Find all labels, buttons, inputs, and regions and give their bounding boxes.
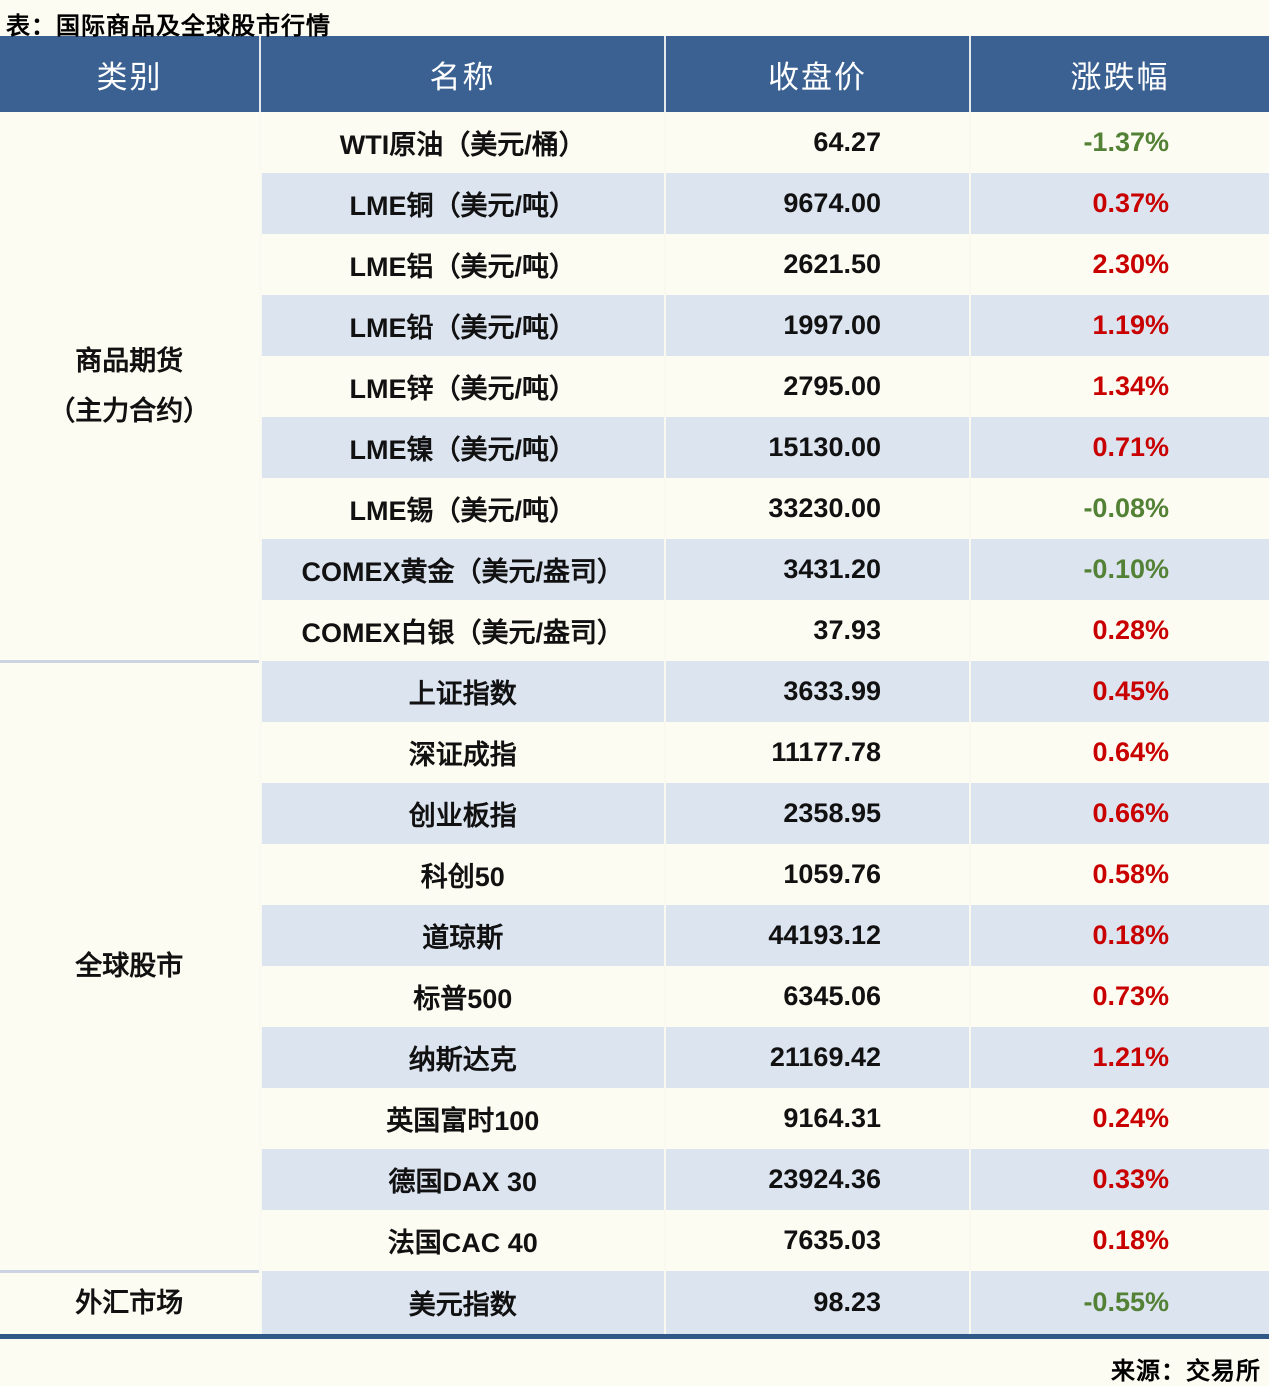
instrument-name-cell: 道琼斯: [259, 905, 665, 966]
close-price-cell: 44193.12: [664, 905, 970, 966]
change-pct-cell: -1.37%: [969, 112, 1269, 173]
close-price-cell: 9674.00: [664, 173, 970, 234]
close-price-cell: 11177.78: [664, 722, 970, 783]
market-table: 类别 名称 收盘价 涨跌幅 商品期货 （主力合约） WTI原油（美元/桶） 64.27…: [0, 36, 1269, 1339]
header-category: 类别: [0, 36, 260, 112]
close-price-cell: 23924.36: [664, 1149, 970, 1210]
change-pct-cell: 0.66%: [969, 783, 1269, 844]
instrument-name-cell: WTI原油（美元/桶）: [259, 112, 665, 173]
change-pct-cell: -0.10%: [969, 539, 1269, 600]
table-row: 全球股市 上证指数 3633.99 0.45%: [0, 659, 1269, 1271]
change-pct-cell: 1.34%: [969, 356, 1269, 417]
close-price-cell: 3431.20: [664, 539, 970, 600]
instrument-name-cell: LME铝（美元/吨）: [259, 234, 665, 295]
close-price-cell: 33230.00: [664, 478, 970, 539]
header-close-price: 收盘价: [664, 36, 970, 112]
close-price-cell: 2358.95: [664, 783, 970, 844]
instrument-name-cell: 德国DAX 30: [259, 1149, 665, 1210]
change-pct-cell: 0.28%: [969, 600, 1269, 661]
category-label-line: 商品期货: [75, 345, 184, 376]
instrument-name-cell: LME锌（美元/吨）: [259, 356, 665, 417]
table-row: 科创50 1059.76 0.58%: [0, 844, 1269, 905]
table-row: LME铝（美元/吨） 2621.50 2.30%: [0, 234, 1269, 295]
category-cell: 全球股市: [0, 659, 262, 1271]
table-row: COMEX黄金（美元/盎司） 3431.20 -0.10%: [0, 539, 1269, 600]
instrument-name-cell: 创业板指: [259, 783, 665, 844]
change-pct-cell: 1.19%: [969, 295, 1269, 356]
change-pct-cell: 1.21%: [969, 1027, 1269, 1088]
header-change-pct: 涨跌幅: [969, 36, 1269, 112]
page-title: 表：国际商品及全球股市行情: [6, 13, 331, 40]
change-pct-cell: 0.24%: [969, 1088, 1269, 1149]
change-pct-cell: 0.33%: [969, 1149, 1269, 1210]
close-price-cell: 2795.00: [664, 356, 970, 417]
instrument-name-cell: 纳斯达克: [259, 1027, 665, 1088]
category-label-line: （主力合约）: [48, 395, 211, 426]
table-row: 道琼斯 44193.12 0.18%: [0, 905, 1269, 966]
close-price-cell: 7635.03: [664, 1210, 970, 1271]
table-row: LME锌（美元/吨） 2795.00 1.34%: [0, 356, 1269, 417]
instrument-name-cell: 法国CAC 40: [259, 1210, 665, 1271]
close-price-cell: 37.93: [664, 600, 970, 661]
table-row: 英国富时100 9164.31 0.24%: [0, 1088, 1269, 1149]
change-pct-cell: 2.30%: [969, 234, 1269, 295]
instrument-name-cell: 美元指数: [259, 1271, 665, 1336]
close-price-cell: 6345.06: [664, 966, 970, 1027]
table-body: 商品期货 （主力合约） WTI原油（美元/桶） 64.27 -1.37% LME铜（美元/…: [0, 112, 1269, 1336]
table-row: 创业板指 2358.95 0.66%: [0, 783, 1269, 844]
table-row: COMEX白银（美元/盎司） 37.93 0.28%: [0, 600, 1269, 661]
header-row: 类别 名称 收盘价 涨跌幅: [0, 36, 1269, 112]
header-name: 名称: [259, 36, 665, 112]
change-pct-cell: -0.55%: [969, 1271, 1269, 1336]
category-cell: 商品期货 （主力合约）: [0, 112, 262, 661]
table-row: LME镍（美元/吨） 15130.00 0.71%: [0, 417, 1269, 478]
instrument-name-cell: 科创50: [259, 844, 665, 905]
table-row: 纳斯达克 21169.42 1.21%: [0, 1027, 1269, 1088]
change-pct-cell: 0.18%: [969, 905, 1269, 966]
table-row: LME铜（美元/吨） 9674.00 0.37%: [0, 173, 1269, 234]
close-price-cell: 1059.76: [664, 844, 970, 905]
instrument-name-cell: 标普500: [259, 966, 665, 1027]
instrument-name-cell: COMEX白银（美元/盎司）: [259, 600, 665, 661]
instrument-name-cell: COMEX黄金（美元/盎司）: [259, 539, 665, 600]
table-row: 商品期货 （主力合约） WTI原油（美元/桶） 64.27 -1.37%: [0, 112, 1269, 661]
source-note: 来源：交易所: [1111, 1357, 1261, 1385]
change-pct-cell: 0.64%: [969, 722, 1269, 783]
instrument-name-cell: LME镍（美元/吨）: [259, 417, 665, 478]
close-price-cell: 98.23: [664, 1271, 970, 1336]
change-pct-cell: -0.08%: [969, 478, 1269, 539]
change-pct-cell: 0.45%: [969, 661, 1269, 722]
close-price-cell: 1997.00: [664, 295, 970, 356]
close-price-cell: 9164.31: [664, 1088, 970, 1149]
table-row: 标普500 6345.06 0.73%: [0, 966, 1269, 1027]
table-row: 德国DAX 30 23924.36 0.33%: [0, 1149, 1269, 1210]
instrument-name-cell: LME铅（美元/吨）: [259, 295, 665, 356]
instrument-name-cell: 英国富时100: [259, 1088, 665, 1149]
close-price-cell: 2621.50: [664, 234, 970, 295]
instrument-name-cell: LME锡（美元/吨）: [259, 478, 665, 539]
table-row: 法国CAC 40 7635.03 0.18%: [0, 1210, 1269, 1271]
close-price-cell: 21169.42: [664, 1027, 970, 1088]
table-row: LME锡（美元/吨） 33230.00 -0.08%: [0, 478, 1269, 539]
change-pct-cell: 0.58%: [969, 844, 1269, 905]
close-price-cell: 15130.00: [664, 417, 970, 478]
close-price-cell: 3633.99: [664, 661, 970, 722]
change-pct-cell: 0.18%: [969, 1210, 1269, 1271]
instrument-name-cell: LME铜（美元/吨）: [259, 173, 665, 234]
table-row: 深证成指 11177.78 0.64%: [0, 722, 1269, 783]
instrument-name-cell: 上证指数: [259, 661, 665, 722]
change-pct-cell: 0.37%: [969, 173, 1269, 234]
table-row: LME铅（美元/吨） 1997.00 1.19%: [0, 295, 1269, 356]
category-label-line: 全球股市: [75, 951, 184, 981]
close-price-cell: 64.27: [664, 112, 970, 173]
category-cell: 外汇市场: [0, 1269, 262, 1336]
change-pct-cell: 0.73%: [969, 966, 1269, 1027]
change-pct-cell: 0.71%: [969, 417, 1269, 478]
table-row: 外汇市场 美元指数 98.23 -0.55%: [0, 1269, 1269, 1336]
category-label-line: 外汇市场: [75, 1288, 184, 1318]
instrument-name-cell: 深证成指: [259, 722, 665, 783]
